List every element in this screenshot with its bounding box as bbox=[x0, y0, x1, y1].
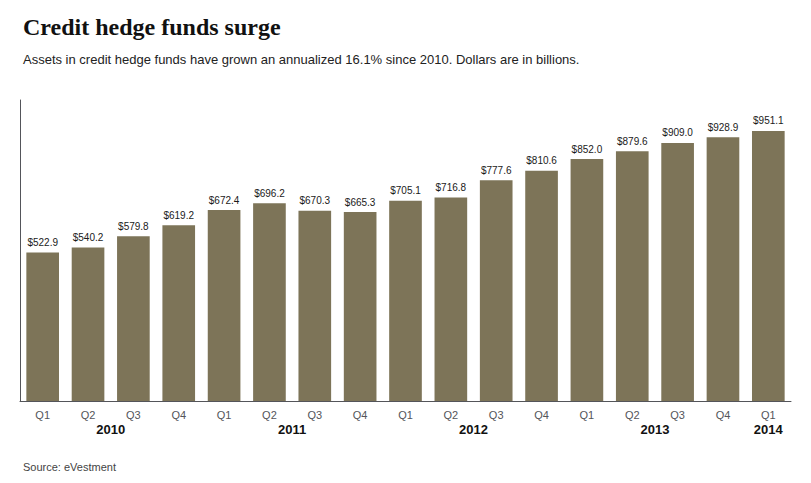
svg-text:Credit hedge funds surge: Credit hedge funds surge bbox=[23, 14, 281, 40]
svg-text:Q4: Q4 bbox=[716, 409, 731, 421]
svg-text:$879.6: $879.6 bbox=[617, 136, 648, 147]
svg-text:$522.9: $522.9 bbox=[27, 237, 58, 248]
svg-text:Q4: Q4 bbox=[534, 409, 549, 421]
svg-text:Q2: Q2 bbox=[625, 409, 640, 421]
svg-text:$579.8: $579.8 bbox=[118, 221, 149, 232]
svg-text:Q3: Q3 bbox=[670, 409, 685, 421]
svg-text:Q3: Q3 bbox=[126, 409, 141, 421]
svg-text:Assets in credit hedge funds h: Assets in credit hedge funds have grown … bbox=[23, 52, 579, 67]
svg-text:$852.0: $852.0 bbox=[572, 144, 603, 155]
svg-text:2011: 2011 bbox=[278, 422, 306, 437]
svg-text:$696.2: $696.2 bbox=[254, 188, 285, 199]
svg-text:Q1: Q1 bbox=[580, 409, 595, 421]
svg-text:$777.6: $777.6 bbox=[481, 165, 512, 176]
svg-text:Q2: Q2 bbox=[81, 409, 96, 421]
svg-text:$670.3: $670.3 bbox=[299, 195, 330, 206]
svg-text:$716.8: $716.8 bbox=[436, 182, 467, 193]
svg-text:Q1: Q1 bbox=[35, 409, 50, 421]
svg-text:2013: 2013 bbox=[640, 422, 669, 437]
svg-text:Q2: Q2 bbox=[444, 409, 459, 421]
svg-text:$951.1: $951.1 bbox=[753, 115, 784, 126]
svg-text:$665.3: $665.3 bbox=[345, 197, 376, 208]
svg-text:Source: eVestment: Source: eVestment bbox=[23, 461, 116, 473]
svg-text:2010: 2010 bbox=[96, 422, 125, 437]
svg-text:Q4: Q4 bbox=[353, 409, 368, 421]
svg-text:$672.4: $672.4 bbox=[209, 195, 240, 206]
svg-text:Q2: Q2 bbox=[262, 409, 277, 421]
svg-text:$909.0: $909.0 bbox=[662, 127, 693, 138]
svg-text:Q1: Q1 bbox=[761, 409, 776, 421]
svg-text:Q4: Q4 bbox=[171, 409, 186, 421]
svg-text:Q1: Q1 bbox=[217, 409, 232, 421]
svg-text:$619.2: $619.2 bbox=[163, 210, 194, 221]
svg-text:$705.1: $705.1 bbox=[390, 185, 421, 196]
svg-text:Q3: Q3 bbox=[489, 409, 504, 421]
svg-text:Q1: Q1 bbox=[398, 409, 413, 421]
svg-text:2014: 2014 bbox=[754, 422, 784, 437]
svg-text:Q3: Q3 bbox=[307, 409, 322, 421]
svg-text:$540.2: $540.2 bbox=[73, 232, 104, 243]
svg-text:$928.9: $928.9 bbox=[708, 122, 739, 133]
svg-text:$810.6: $810.6 bbox=[526, 155, 557, 166]
svg-text:2012: 2012 bbox=[459, 422, 488, 437]
